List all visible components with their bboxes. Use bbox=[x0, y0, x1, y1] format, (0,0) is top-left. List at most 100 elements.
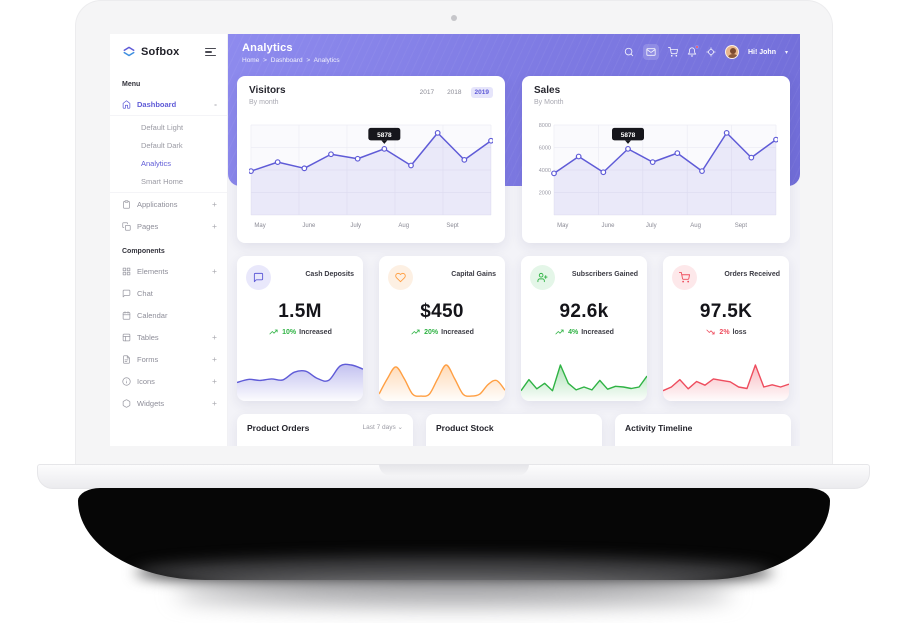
stat-value: $450 bbox=[420, 301, 464, 322]
stat-title: Orders Received bbox=[724, 271, 780, 278]
sales-card: Sales By Month 2000 4000 6000 8000 May June Ju… bbox=[522, 76, 790, 243]
sidebar-item-tables[interactable]: Tables + bbox=[110, 326, 227, 348]
trend-up-icon bbox=[269, 329, 278, 335]
forms-icon bbox=[123, 354, 130, 364]
svg-text:5878: 5878 bbox=[377, 132, 392, 139]
message-icon bbox=[246, 265, 271, 290]
sidebar-item-pages[interactable]: Pages + bbox=[110, 215, 227, 237]
mail-icon[interactable] bbox=[642, 44, 659, 60]
activity-timeline-title: Activity Timeline bbox=[625, 423, 693, 433]
sofbox-logo-icon bbox=[123, 46, 135, 57]
laptop-base bbox=[37, 464, 870, 489]
breadcrumb-separator: > bbox=[263, 57, 267, 64]
year-filter-2019[interactable]: 2019 bbox=[470, 87, 493, 98]
shopping-cart-icon bbox=[672, 265, 697, 290]
notification-badge bbox=[694, 45, 699, 49]
icons-icon bbox=[122, 376, 131, 386]
top-bar: Analytics Home > Dashboard > Analytics bbox=[242, 42, 788, 64]
sidebar-item-chat[interactable]: Chat bbox=[110, 282, 227, 304]
stat-title: Capital Gains bbox=[451, 271, 496, 278]
chevron-down-icon[interactable]: ▾ bbox=[784, 49, 788, 56]
laptop-shadow-blur bbox=[175, 582, 733, 606]
sidebar-section-components: Components bbox=[122, 248, 165, 255]
subscribers-gained-card: Subscribers Gained 92.6k 4% Increased bbox=[521, 256, 647, 401]
calendar-icon bbox=[122, 310, 131, 320]
sidebar-item-calendar[interactable]: Calendar bbox=[110, 304, 227, 326]
sales-chart: 2000 4000 6000 8000 May June July Aug Sept 5878 bbox=[539, 123, 778, 229]
user-greeting[interactable]: Hi! John bbox=[747, 48, 776, 56]
expand-indicator[interactable]: + bbox=[212, 375, 217, 386]
brand-logo[interactable]: Sofbox bbox=[122, 45, 179, 59]
expand-indicator[interactable]: + bbox=[212, 353, 217, 364]
trend-label: Increased bbox=[441, 328, 474, 336]
product-stock-card: Product Stock bbox=[426, 414, 602, 446]
breadcrumb-dashboard[interactable]: Dashboard bbox=[270, 57, 303, 64]
dashboard-screen: Sofbox Menu Dashboard - Default Light De… bbox=[110, 34, 800, 446]
stat-value: 97.5K bbox=[699, 301, 753, 322]
visitors-card: Visitors By month 2017 2018 2019 May June… bbox=[237, 76, 505, 243]
heart-icon bbox=[388, 265, 413, 290]
product-orders-card: Product Orders Last 7 days ⌄ bbox=[237, 414, 413, 446]
breadcrumb-home[interactable]: Home bbox=[242, 57, 260, 64]
cash-deposits-card: Cash Deposits 1.5M 10% Increased bbox=[237, 256, 363, 401]
expand-indicator[interactable]: + bbox=[212, 331, 217, 342]
sales-subtitle: By Month bbox=[534, 99, 564, 106]
sidebar-subitem-default-dark[interactable]: Default Dark bbox=[141, 140, 183, 150]
cart-icon[interactable] bbox=[667, 47, 678, 57]
sidebar-toggle-icon[interactable] bbox=[205, 46, 216, 59]
avatar[interactable] bbox=[724, 45, 739, 59]
home-icon bbox=[122, 99, 131, 109]
widgets-icon bbox=[122, 398, 131, 408]
page-title: Analytics bbox=[242, 42, 293, 54]
expand-indicator[interactable]: + bbox=[212, 220, 217, 231]
sidebar-item-forms[interactable]: Forms + bbox=[110, 348, 227, 370]
expand-indicator[interactable]: + bbox=[212, 397, 217, 408]
sidebar-item-icons[interactable]: Icons + bbox=[110, 370, 227, 392]
svg-text:Aug: Aug bbox=[690, 223, 701, 229]
last-7-days-dropdown[interactable]: Last 7 days ⌄ bbox=[362, 424, 403, 431]
year-filter-2018[interactable]: 2018 bbox=[447, 89, 462, 96]
product-stock-title: Product Stock bbox=[436, 423, 494, 433]
sidebar-subitem-analytics[interactable]: Analytics bbox=[141, 158, 172, 168]
collapse-indicator[interactable]: - bbox=[214, 98, 217, 109]
expand-indicator[interactable]: + bbox=[212, 265, 217, 276]
trend-up-icon bbox=[555, 329, 564, 335]
svg-text:2000: 2000 bbox=[539, 191, 551, 197]
search-icon[interactable] bbox=[624, 47, 634, 57]
year-filter-2017[interactable]: 2017 bbox=[419, 89, 435, 96]
trend-label: loss bbox=[732, 328, 747, 336]
trend-down-icon bbox=[706, 329, 715, 335]
trend-label: Increased bbox=[581, 328, 614, 336]
sales-title: Sales bbox=[534, 85, 561, 96]
webcam-dot bbox=[451, 15, 457, 21]
expand-indicator[interactable]: + bbox=[212, 198, 217, 209]
sidebar-subitem-default-light[interactable]: Default Light bbox=[141, 122, 184, 132]
sidebar: Sofbox Menu Dashboard - Default Light De… bbox=[110, 34, 228, 446]
user-plus-icon bbox=[530, 265, 555, 290]
laptop-screen-bezel: Sofbox Menu Dashboard - Default Light De… bbox=[75, 0, 833, 464]
sidebar-item-applications[interactable]: Applications + bbox=[110, 193, 227, 215]
chat-icon bbox=[122, 289, 131, 297]
capital-gains-sparkline bbox=[379, 355, 505, 401]
orders-received-sparkline bbox=[663, 355, 789, 401]
svg-text:May: May bbox=[557, 223, 568, 229]
svg-text:Sept: Sept bbox=[446, 223, 459, 229]
breadcrumb: Home > Dashboard > Analytics bbox=[242, 57, 342, 64]
sidebar-item-widgets[interactable]: Widgets + bbox=[110, 392, 227, 414]
visitors-title: Visitors bbox=[249, 85, 286, 96]
visitors-subtitle: By month bbox=[249, 99, 279, 106]
sidebar-item-elements[interactable]: Elements + bbox=[110, 260, 227, 282]
laptop-base-notch bbox=[378, 464, 529, 476]
sidebar-subitem-smart-home[interactable]: Smart Home bbox=[141, 176, 184, 186]
sidebar-item-dashboard[interactable]: Dashboard - bbox=[110, 93, 227, 115]
locate-icon[interactable] bbox=[706, 47, 716, 57]
breadcrumb-analytics: Analytics bbox=[313, 57, 340, 64]
main-content: Analytics Home > Dashboard > Analytics bbox=[228, 34, 800, 446]
subscribers-gained-sparkline bbox=[521, 355, 647, 401]
svg-text:8000: 8000 bbox=[539, 123, 551, 129]
orders-received-card: Orders Received 97.5K 2% loss bbox=[663, 256, 789, 401]
trend-value: 20% bbox=[424, 328, 439, 336]
clipboard-icon bbox=[123, 199, 130, 209]
breadcrumb-separator: > bbox=[306, 57, 311, 64]
bell-icon[interactable] bbox=[687, 45, 699, 57]
